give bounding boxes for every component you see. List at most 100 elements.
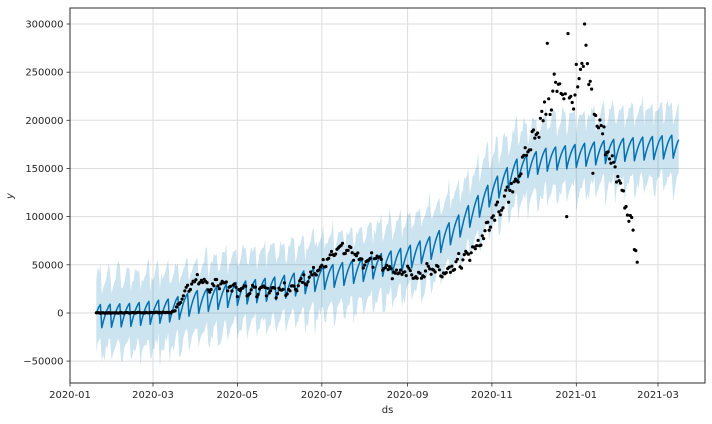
observed-point — [302, 273, 306, 277]
observed-point — [419, 276, 423, 280]
observed-point — [606, 150, 610, 154]
observed-point — [450, 264, 454, 268]
observed-point — [483, 229, 487, 233]
observed-point — [205, 281, 209, 285]
observed-point — [614, 180, 619, 184]
observed-point — [234, 285, 238, 289]
observed-point — [482, 237, 486, 241]
forecast-line — [95, 134, 680, 329]
observed-point — [299, 276, 303, 281]
observed-point — [350, 251, 354, 255]
y-tick-label: 250000 — [25, 68, 63, 79]
observed-point — [415, 276, 419, 280]
observed-point — [360, 257, 364, 261]
observed-point — [552, 72, 556, 76]
y-tick-label: 100000 — [25, 212, 63, 223]
observed-point — [426, 264, 430, 268]
observed-point — [613, 165, 617, 169]
observed-point — [555, 89, 559, 93]
observed-point — [549, 108, 554, 112]
observed-point — [428, 267, 432, 271]
observed-point — [317, 268, 321, 272]
observed-point — [491, 214, 495, 218]
observed-point — [548, 112, 552, 117]
observed-point — [181, 294, 185, 298]
observed-point — [215, 277, 219, 282]
observed-point — [524, 153, 529, 157]
x-tick-label: 2020-05 — [217, 390, 259, 401]
y-tick-label: 0 — [57, 309, 63, 320]
observed-point — [545, 41, 549, 45]
observed-point — [475, 244, 479, 248]
observed-point — [486, 220, 490, 224]
x-tick-label: 2021-01 — [555, 390, 597, 401]
observed-point — [455, 257, 459, 261]
observed-point — [570, 100, 574, 105]
observed-point — [511, 190, 515, 194]
observed-point — [459, 266, 464, 270]
observed-point — [404, 274, 408, 278]
observed-point — [390, 277, 394, 281]
observed-point — [612, 160, 616, 164]
observed-point — [624, 204, 628, 209]
observed-point — [619, 181, 623, 185]
observed-point — [572, 107, 576, 111]
y-axis-label: y — [5, 192, 16, 200]
observed-point — [399, 268, 403, 272]
observed-point — [631, 228, 635, 232]
observed-point — [173, 309, 177, 313]
observed-point — [576, 85, 580, 89]
observed-point — [581, 64, 585, 68]
observed-point — [529, 148, 533, 152]
observed-point — [311, 265, 316, 270]
observed-point — [466, 252, 470, 256]
observed-point — [585, 62, 590, 66]
observed-point — [305, 283, 309, 287]
observed-point — [361, 266, 365, 270]
observed-point — [356, 251, 360, 255]
observed-point — [590, 87, 594, 91]
observed-point — [607, 157, 612, 161]
observed-point — [635, 260, 639, 264]
observed-point — [565, 215, 569, 219]
x-tick-label: 2020-11 — [471, 390, 513, 401]
observed-point — [425, 262, 429, 266]
observed-point — [603, 153, 608, 157]
observed-point — [502, 194, 506, 198]
observed-point — [598, 118, 602, 122]
observed-point — [249, 288, 253, 292]
observed-point — [493, 218, 497, 222]
observed-point — [334, 252, 338, 256]
observed-point — [489, 225, 493, 229]
observed-point — [504, 188, 508, 192]
observed-point — [230, 289, 234, 293]
observed-point — [343, 251, 347, 256]
observed-point — [408, 269, 412, 273]
observed-point — [630, 215, 634, 220]
observed-point — [617, 179, 621, 183]
observed-point — [256, 292, 260, 296]
observed-point — [587, 82, 591, 87]
observed-point — [226, 289, 230, 293]
forecast-line-path — [95, 134, 680, 329]
observed-point — [454, 260, 458, 264]
y-tick-label: 200000 — [25, 116, 63, 127]
observed-point — [542, 100, 547, 104]
observed-point — [497, 210, 501, 214]
observed-point — [253, 285, 257, 289]
observed-point — [180, 297, 184, 301]
y-tick-label: 300000 — [25, 20, 63, 31]
observed-point — [310, 273, 314, 277]
observed-point — [244, 284, 248, 288]
observed-point — [209, 287, 213, 292]
observed-point — [558, 82, 562, 86]
observed-point — [591, 171, 595, 175]
observed-point — [194, 278, 198, 282]
observed-point — [476, 238, 480, 242]
observed-point — [437, 268, 441, 272]
observed-point — [601, 132, 605, 136]
observed-point — [479, 243, 483, 247]
observed-point — [274, 296, 278, 300]
observed-point — [383, 266, 387, 270]
